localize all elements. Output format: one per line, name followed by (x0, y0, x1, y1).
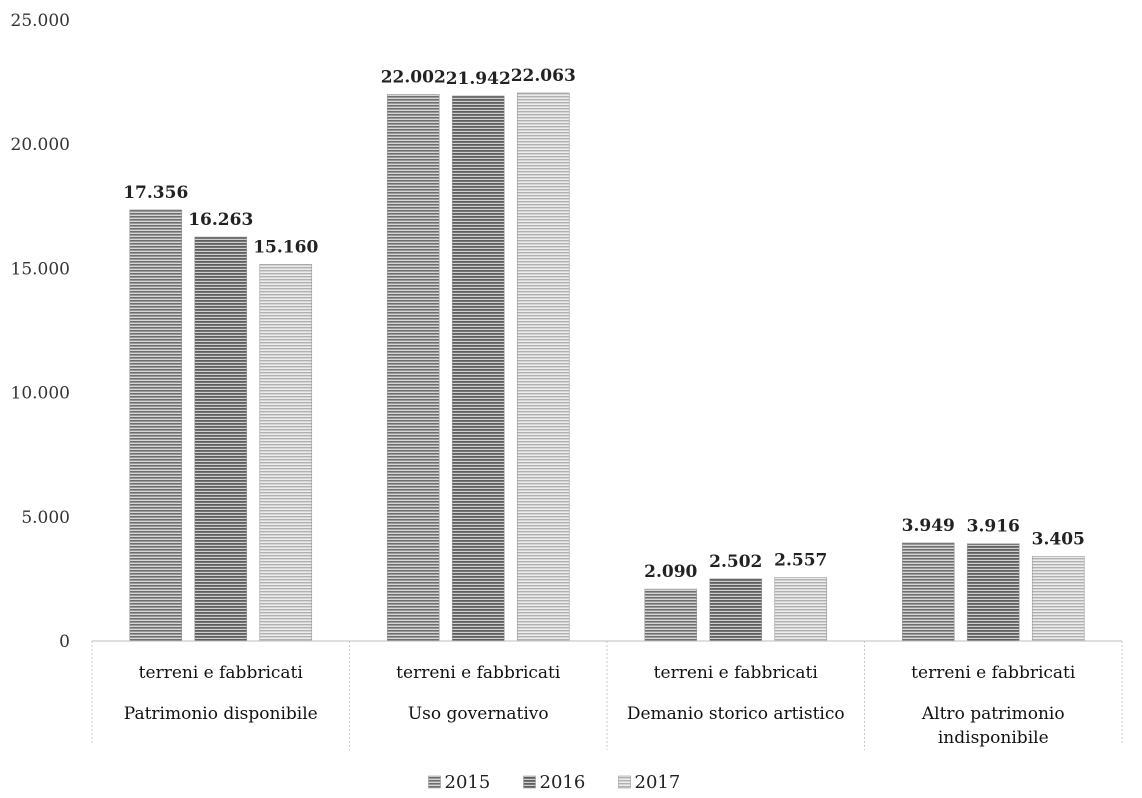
bar-2015 (644, 588, 698, 642)
y-tick-label: 0 (59, 632, 70, 652)
y-tick-label: 15.000 (11, 259, 70, 279)
data-label: 3.405 (1032, 529, 1085, 549)
data-label: 21.942 (446, 69, 511, 89)
bar-2015 (129, 209, 183, 642)
y-tick-label: 5.000 (21, 508, 70, 528)
data-label: 16.263 (188, 210, 253, 230)
y-tick-label: 10.000 (11, 384, 70, 404)
bar-2016 (194, 236, 248, 642)
bar-2015 (386, 94, 440, 642)
data-label: 22.063 (511, 66, 576, 86)
category-group-label: indisponibile (938, 728, 1049, 748)
data-label: 2.557 (774, 550, 827, 570)
legend-label-2016: 2016 (540, 772, 586, 793)
legend-label-2017: 2017 (635, 772, 681, 793)
legend: 2015 2016 2017 (428, 772, 681, 793)
legend-swatch-2017 (618, 775, 631, 789)
data-label: 22.002 (381, 67, 446, 87)
category-group-label: Uso governativo (408, 704, 549, 724)
data-label: 3.949 (902, 516, 955, 536)
bar-2015 (901, 542, 955, 642)
category-sub-label: terreni e fabbricati (139, 663, 304, 683)
category-sub-label: terreni e fabbricati (654, 663, 819, 683)
y-tick-label: 20.000 (11, 135, 70, 155)
bars (129, 92, 1085, 642)
bar-2016 (709, 578, 763, 642)
bar-2017 (516, 92, 570, 642)
bar-2017 (1031, 556, 1085, 642)
bar-2017 (774, 577, 828, 642)
category-group-label: Patrimonio disponibile (124, 704, 318, 724)
data-label: 17.356 (123, 183, 188, 203)
category-sub-label: terreni e fabbricati (911, 663, 1076, 683)
legend-swatch-2016 (523, 775, 536, 789)
legend-label-2015: 2015 (445, 772, 491, 793)
data-label: 2.502 (709, 552, 762, 572)
data-label: 3.916 (967, 517, 1020, 537)
x-axis: terreni e fabbricati Patrimonio disponibi… (91, 640, 1123, 750)
legend-swatch-2015 (428, 775, 441, 789)
data-label: 2.090 (644, 562, 697, 582)
category-group-label: Altro patrimonio (921, 704, 1065, 724)
y-tick-label: 25.000 (11, 11, 70, 31)
bar-2016 (451, 95, 505, 642)
category-sub-label: terreni e fabbricati (396, 663, 561, 683)
data-label: 15.160 (253, 237, 318, 257)
y-axis: 0 5.000 10.000 15.000 20.000 25.000 (11, 11, 70, 652)
bar-2017 (259, 264, 313, 642)
bar-2016 (966, 543, 1020, 642)
category-group-label: Demanio storico artistico (627, 704, 845, 724)
